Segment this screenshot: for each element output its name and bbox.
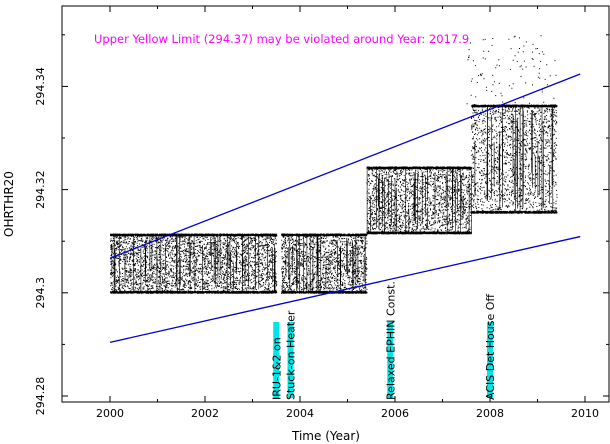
event-markers: IRU-1&2 on Stuck-on Heater Relaxed EPHIN C… xyxy=(270,281,497,400)
event-label: IRU-1&2 on xyxy=(270,337,283,400)
x-tick-label: 2010 xyxy=(571,407,599,420)
x-tick-label: 2000 xyxy=(96,407,124,420)
event-label: ACIS Det House Off xyxy=(484,294,497,400)
x-axis-label: Time (Year) xyxy=(291,429,360,443)
event-marker xyxy=(487,322,493,398)
axes: 2000 2002 2004 2006 2008 2010 294.28 294.3 294.3… xyxy=(34,5,610,420)
trend-lines xyxy=(109,73,581,343)
event-label: Stuck-on Heater xyxy=(285,310,298,400)
y-tick-label: 294.3 xyxy=(34,277,47,309)
y-axis-label: OHRTHR20 xyxy=(2,171,16,237)
y-tick-label: 294.34 xyxy=(34,67,47,106)
trend-line-lower xyxy=(109,235,581,343)
event-marker xyxy=(287,322,294,398)
trend-line-upper xyxy=(109,73,581,259)
x-tick-label: 2008 xyxy=(476,407,504,420)
plot-frame xyxy=(61,5,610,403)
x-tick-label: 2006 xyxy=(381,407,409,420)
scatter-points xyxy=(110,35,558,294)
event-marker xyxy=(387,322,394,398)
event-label: Relaxed EPHIN Const. xyxy=(384,281,397,400)
y-tick-label: 294.28 xyxy=(34,377,47,416)
chart-title: Upper Yellow Limit (294.37) may be viola… xyxy=(94,32,469,46)
event-marker xyxy=(273,322,280,398)
x-tick-label: 2004 xyxy=(286,407,314,420)
y-tick-label: 294.32 xyxy=(34,170,47,209)
scatter-cloud xyxy=(110,35,558,294)
x-tick-label: 2002 xyxy=(191,407,219,420)
